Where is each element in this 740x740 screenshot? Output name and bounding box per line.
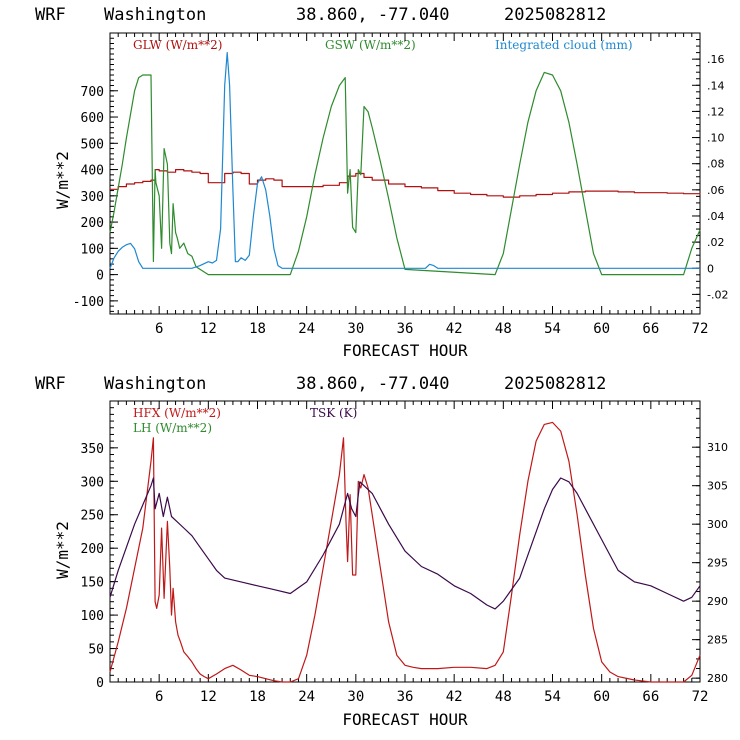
panel-2-header: WRF Washington 38.860, -77.040 202508281…: [35, 374, 606, 394]
x-tick-label: 66: [642, 321, 659, 337]
x-tick-label: 30: [347, 321, 364, 337]
legend-tsk: TSK (K): [310, 406, 357, 420]
y2-tick-label: 285: [707, 634, 728, 647]
x-tick-label: 66: [642, 689, 659, 705]
panel-1-x-axis-label: FORECAST HOUR: [342, 341, 468, 360]
y-tick-label: 350: [81, 442, 104, 457]
y-tick-label: 300: [81, 190, 104, 205]
panel-1-coords-label: 38.860, -77.040: [296, 5, 450, 25]
panel-1-header: WRF Washington 38.860, -77.040 202508281…: [35, 5, 606, 25]
panel-1-y-axis-label: W/m**2: [53, 151, 72, 209]
y-tick-label: 50: [88, 643, 104, 658]
panel-1-model-label: WRF: [35, 5, 66, 25]
y2-tick-label: -.02: [707, 288, 728, 301]
y2-tick-label: .12: [707, 105, 725, 118]
panel-1-series: [109, 52, 701, 276]
y2-tick-label: 310: [707, 441, 728, 454]
panel-2-y-axis-label: W/m**2: [53, 521, 72, 579]
y-tick-label: 300: [81, 475, 104, 490]
panel-1-ticks: 6 12 18 24 30 36 42 48 54 60 66 72 -100 0 100 200 300 400…: [73, 32, 728, 337]
y2-tick-label: .16: [707, 53, 725, 66]
x-tick-label: 72: [692, 689, 709, 705]
x-tick-label: 48: [495, 689, 512, 705]
x-tick-label: 18: [249, 689, 266, 705]
x-tick-label: 36: [397, 321, 414, 337]
panel-2-location-label: Washington: [104, 374, 206, 394]
series-line-integrated: [109, 52, 700, 269]
x-tick-label: 54: [544, 689, 561, 705]
y-tick-label: 600: [81, 111, 104, 126]
x-tick-label: 6: [155, 321, 163, 337]
panel-2-ticks: 6 12 18 24 30 36 42 48 54 60 66 72 0 50 100 150 200 250 30…: [81, 400, 728, 705]
y2-tick-label: 0: [707, 262, 714, 275]
x-tick-label: 30: [347, 689, 364, 705]
series-line-hfx: [109, 421, 701, 683]
x-tick-label: 24: [298, 321, 315, 337]
legend-gsw: GSW (W/m**2): [325, 38, 416, 52]
y2-tick-label: 290: [707, 595, 728, 608]
y-tick-label: 200: [81, 542, 104, 557]
x-tick-label: 54: [544, 321, 561, 337]
y-tick-label: 150: [81, 576, 104, 591]
y-tick-label: 500: [81, 137, 104, 152]
x-tick-label: 36: [397, 689, 414, 705]
y2-tick-label: .04: [707, 210, 725, 223]
y-tick-label: 700: [81, 85, 104, 100]
legend-glw: GLW (W/m**2): [133, 38, 222, 52]
y2-tick-label: .08: [707, 158, 725, 171]
y2-tick-label: .10: [707, 132, 725, 145]
series-line-glw: [110, 169, 701, 198]
x-tick-label: 48: [495, 321, 512, 337]
y2-tick-label: 280: [707, 672, 728, 685]
x-tick-label: 60: [593, 321, 610, 337]
panel-1-legend: GLW (W/m**2) GSW (W/m**2) Integrated clo…: [133, 38, 633, 52]
legend-hfx: HFX (W/m**2): [133, 406, 221, 420]
y2-tick-label: .02: [707, 236, 725, 249]
y-tick-label: 250: [81, 509, 104, 524]
series-line-tsk: [109, 477, 701, 610]
y2-tick-label: .06: [707, 184, 725, 197]
panel-2-model-label: WRF: [35, 374, 66, 394]
legend-lh: LH (W/m**2): [133, 421, 212, 435]
x-tick-label: 42: [446, 321, 463, 337]
y2-tick-label: 295: [707, 557, 728, 570]
y-tick-label: 100: [81, 609, 104, 624]
panel-1-location-label: Washington: [104, 5, 206, 25]
x-tick-label: 42: [446, 689, 463, 705]
y2-tick-label: .14: [707, 79, 725, 92]
panel-1-run-label: 2025082812: [504, 5, 606, 25]
x-tick-label: 24: [298, 689, 315, 705]
y-tick-label: 100: [81, 242, 104, 257]
panel-2-coords-label: 38.860, -77.040: [296, 374, 450, 394]
panel-2-frame: [109, 400, 701, 683]
panel-2-x-axis-label: FORECAST HOUR: [342, 710, 468, 729]
panel-1-frame: [109, 32, 701, 315]
x-tick-label: 60: [593, 689, 610, 705]
series-line-gsw: [109, 71, 701, 276]
y-tick-label: 400: [81, 164, 104, 179]
panel-1-plot: GLW (W/m**2) GSW (W/m**2) Integrated clo…: [53, 32, 728, 360]
panel-2-legend: HFX (W/m**2) LH (W/m**2) TSK (K): [133, 406, 357, 435]
y2-tick-label: 300: [707, 518, 728, 531]
x-tick-label: 72: [692, 321, 709, 337]
panel-2-series: [109, 421, 701, 683]
y-tick-label: 0: [96, 269, 104, 284]
y2-tick-label: 305: [707, 480, 728, 493]
y-tick-label: 200: [81, 216, 104, 231]
x-tick-label: 12: [200, 321, 217, 337]
panel-2-run-label: 2025082812: [504, 374, 606, 394]
y-tick-label: 0: [96, 676, 104, 691]
x-tick-label: 6: [155, 689, 163, 705]
y-tick-label: -100: [73, 295, 104, 310]
panel-2-plot: HFX (W/m**2) LH (W/m**2) TSK (K) W/m**2 …: [53, 400, 728, 729]
x-tick-label: 12: [200, 689, 217, 705]
legend-integrated-cloud: Integrated cloud (mm): [495, 38, 633, 52]
x-tick-label: 18: [249, 321, 266, 337]
